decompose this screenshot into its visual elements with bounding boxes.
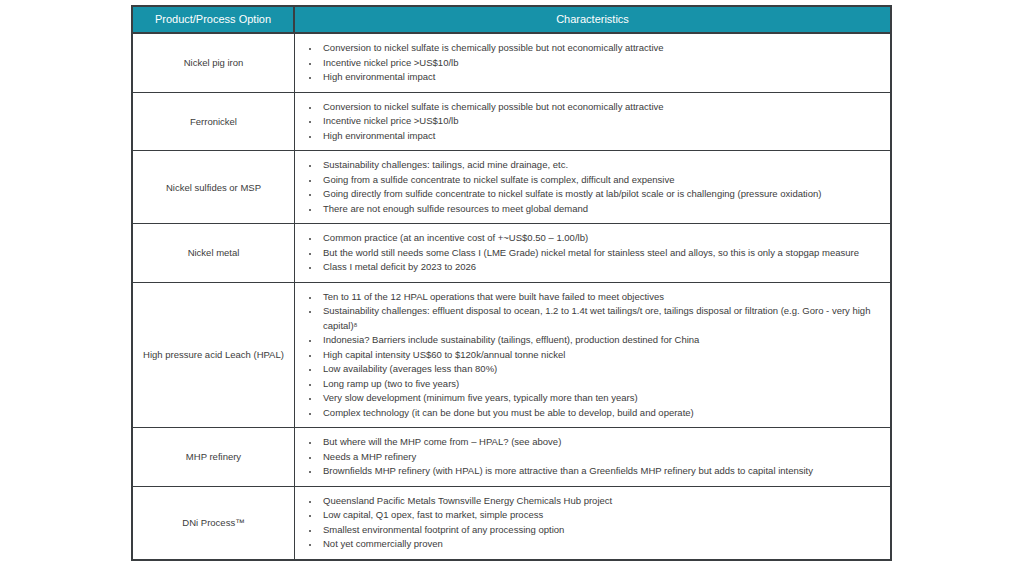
- option-cell-label: High pressure acid Leach (HPAL): [143, 348, 284, 361]
- table-row: Nickel sulfides or MSP Sustainability ch…: [133, 151, 890, 224]
- table-body: Nickel pig iron Conversion to nickel sul…: [133, 34, 890, 559]
- bullet-item: High environmental impact: [320, 129, 880, 144]
- bullet-item: Complex technology (it can be done but y…: [320, 406, 880, 421]
- product-process-table: Product/Process Option Characteristics N…: [131, 5, 892, 561]
- option-cell: High pressure acid Leach (HPAL): [133, 283, 295, 428]
- bullet-item: Going directly from sulfide concentrate …: [320, 187, 880, 202]
- bullet-item: There are not enough sulfide resources t…: [320, 202, 880, 217]
- bullet-item: Smallest environmental footprint of any …: [320, 523, 880, 538]
- bullet-item: High environmental impact: [320, 70, 880, 85]
- bullet-list: Conversion to nickel sulfate is chemical…: [295, 41, 880, 85]
- option-cell: MHP refinery: [133, 428, 295, 486]
- option-cell-label: Ferronickel: [190, 115, 237, 128]
- bullet-item: Needs a MHP refinery: [320, 450, 880, 465]
- bullet-item: Indonesia? Barriers include sustainabili…: [320, 333, 880, 348]
- bullet-item: Long ramp up (two to five years): [320, 377, 880, 392]
- characteristics-cell: Queensland Pacific Metals Townsville Ene…: [295, 487, 890, 559]
- bullet-item: Common practice (at an incentive cost of…: [320, 231, 880, 246]
- slide-page: Product/Process Option Characteristics N…: [0, 0, 1024, 576]
- bullet-list: But where will the MHP come from – HPAL?…: [295, 435, 880, 479]
- table-header-row: Product/Process Option Characteristics: [133, 7, 890, 34]
- option-cell-label: MHP refinery: [186, 450, 241, 463]
- option-cell: Nickel metal: [133, 224, 295, 282]
- bullet-item: Ten to 11 of the 12 HPAL operations that…: [320, 290, 880, 305]
- header-characteristics: Characteristics: [295, 7, 890, 32]
- option-cell-label: Nickel pig iron: [184, 56, 244, 69]
- bullet-item: Class I metal deficit by 2023 to 2026: [320, 260, 880, 275]
- bullet-item: Very slow development (minimum five year…: [320, 391, 880, 406]
- option-cell: Ferronickel: [133, 93, 295, 151]
- option-cell-label: Nickel sulfides or MSP: [166, 181, 261, 194]
- characteristics-cell: Sustainability challenges: tailings, aci…: [295, 151, 890, 223]
- bullet-item: But the world still needs some Class I (…: [320, 246, 880, 261]
- bullet-item: Brownfields MHP refinery (with HPAL) is …: [320, 464, 880, 479]
- option-cell: DNi Process™: [133, 487, 295, 559]
- characteristics-cell: Conversion to nickel sulfate is chemical…: [295, 34, 890, 92]
- table-row: Nickel pig iron Conversion to nickel sul…: [133, 34, 890, 93]
- bullet-item: But where will the MHP come from – HPAL?…: [320, 435, 880, 450]
- bullet-item: Sustainability challenges: effluent disp…: [320, 304, 880, 333]
- bullet-item: Incentive nickel price >US$10/lb: [320, 114, 880, 129]
- characteristics-cell: But where will the MHP come from – HPAL?…: [295, 428, 890, 486]
- option-cell: Nickel pig iron: [133, 34, 295, 92]
- bullet-item: Sustainability challenges: tailings, aci…: [320, 158, 880, 173]
- bullet-item: Incentive nickel price >US$10/lb: [320, 56, 880, 71]
- bullet-list: Queensland Pacific Metals Townsville Ene…: [295, 494, 880, 552]
- table-row: Ferronickel Conversion to nickel sulfate…: [133, 93, 890, 152]
- table-row: DNi Process™ Queensland Pacific Metals T…: [133, 487, 890, 559]
- bullet-item: Low availability (averages less than 80%…: [320, 362, 880, 377]
- characteristics-cell: Conversion to nickel sulfate is chemical…: [295, 93, 890, 151]
- bullet-list: Sustainability challenges: tailings, aci…: [295, 158, 880, 216]
- bullet-item: Queensland Pacific Metals Townsville Ene…: [320, 494, 880, 509]
- table-row: High pressure acid Leach (HPAL) Ten to 1…: [133, 283, 890, 429]
- bullet-item: Not yet commercially proven: [320, 537, 880, 552]
- bullet-item: High capital intensity US$60 to $120k/an…: [320, 348, 880, 363]
- option-cell: Nickel sulfides or MSP: [133, 151, 295, 223]
- bullet-item: Conversion to nickel sulfate is chemical…: [320, 100, 880, 115]
- bullet-list: Common practice (at an incentive cost of…: [295, 231, 880, 275]
- option-cell-label: DNi Process™: [182, 516, 244, 529]
- bullet-list: Conversion to nickel sulfate is chemical…: [295, 100, 880, 144]
- characteristics-cell: Ten to 11 of the 12 HPAL operations that…: [295, 283, 890, 428]
- bullet-item: Conversion to nickel sulfate is chemical…: [320, 41, 880, 56]
- characteristics-cell: Common practice (at an incentive cost of…: [295, 224, 890, 282]
- table-row: MHP refinery But where will the MHP come…: [133, 428, 890, 487]
- table-row: Nickel metal Common practice (at an ince…: [133, 224, 890, 283]
- header-product-process-option: Product/Process Option: [133, 7, 295, 32]
- option-cell-label: Nickel metal: [188, 246, 240, 259]
- bullet-item: Going from a sulfide concentrate to nick…: [320, 173, 880, 188]
- bullet-item: Low capital, Q1 opex, fast to market, si…: [320, 508, 880, 523]
- bullet-list: Ten to 11 of the 12 HPAL operations that…: [295, 290, 880, 421]
